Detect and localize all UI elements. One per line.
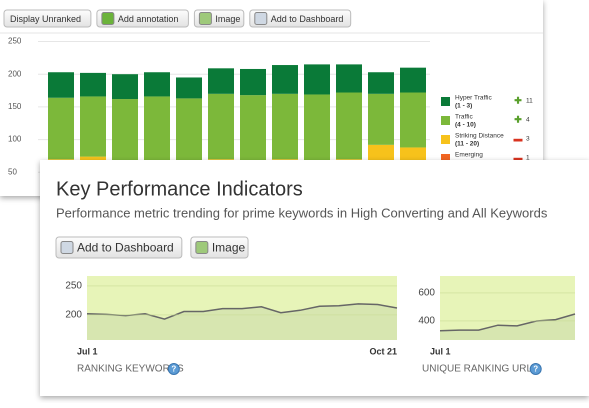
legend-range: (11 - 20) — [455, 141, 479, 148]
y-tick-label: 50 — [8, 167, 17, 176]
button[interactable]: Display Unranked — [3, 9, 92, 28]
bar-segment — [208, 93, 234, 160]
legend-swatch — [441, 116, 450, 125]
bar-segment — [48, 72, 74, 98]
y-tick-label: 250 — [65, 281, 82, 292]
y-tick-label: 600 — [418, 288, 435, 299]
x-tick-label: Jul 1 — [430, 346, 451, 356]
panel-subtitle: Performance metric trending for prime ke… — [56, 205, 548, 220]
bar-segment — [240, 68, 266, 96]
bar-segment — [336, 64, 362, 93]
button[interactable]: Add to Dashboard — [55, 236, 183, 259]
legend-label: Traffic — [455, 114, 473, 121]
y-tick-label: 400 — [418, 316, 435, 327]
bar-segment — [112, 99, 138, 163]
button-label: Add annotation — [118, 14, 179, 24]
bar-segment — [368, 72, 394, 94]
area — [87, 303, 397, 340]
bar-segment — [80, 96, 106, 157]
bar-segment — [304, 64, 330, 95]
line — [86, 303, 398, 320]
button-bg — [3, 9, 92, 28]
bar-segment — [80, 72, 106, 97]
bar-segment — [400, 67, 426, 93]
legend-swatch — [441, 97, 450, 106]
help-icon[interactable] — [167, 363, 180, 375]
bar-segment — [336, 92, 362, 160]
line — [439, 313, 576, 332]
legend-label: Hyper Traffic — [455, 95, 492, 102]
button-label: Add to Dashboard — [271, 14, 344, 24]
bar-segment — [48, 97, 74, 160]
bar-segment — [368, 93, 394, 145]
button-label: Display Unranked — [10, 14, 81, 24]
button[interactable]: Image — [193, 9, 245, 28]
legend-range: (1 - 3) — [455, 103, 472, 110]
y-tick-label: 200 — [8, 69, 22, 78]
bar-segment — [144, 96, 170, 164]
y-tick-label: 200 — [65, 310, 82, 321]
x-tick-label: Jul 1 — [77, 346, 98, 356]
button-label: Image — [212, 241, 246, 255]
button-label: Add to Dashboard — [77, 241, 174, 255]
help-icon-mark: ? — [171, 365, 176, 374]
bar-segment — [208, 68, 234, 94]
button[interactable]: Add to Dashboard — [249, 9, 352, 28]
legend-label: Striking Distance — [455, 133, 504, 140]
legend-change-icon: ▬ — [514, 152, 523, 162]
help-icon[interactable] — [529, 363, 542, 375]
button-icon — [101, 12, 115, 25]
legend-range: (4 - 10) — [455, 122, 476, 129]
area — [440, 314, 575, 340]
legend-label: Emerging — [455, 152, 483, 159]
x-tick-label: Oct 21 — [369, 346, 397, 356]
button-bg — [249, 9, 352, 28]
kpi-panel: Key Performance Indicators Performance m… — [40, 160, 589, 396]
bar-segment — [400, 92, 426, 148]
bar-segment — [240, 95, 266, 161]
button-icon — [254, 12, 268, 25]
legend-change: 4 — [526, 117, 530, 124]
bar-segment — [176, 98, 202, 166]
legend-change-icon: ✚ — [514, 95, 522, 105]
bar-segment — [304, 94, 330, 161]
button-icon — [60, 241, 74, 254]
bar-segment — [272, 65, 298, 94]
button[interactable]: Add annotation — [96, 9, 189, 28]
bar-segment — [112, 74, 138, 100]
button-bg — [96, 9, 189, 28]
chart-label: RANKING KEYWORDS — [77, 364, 184, 375]
help-icon-mark: ? — [533, 365, 538, 374]
legend-change-icon: ▬ — [514, 133, 523, 143]
button-bg — [55, 236, 183, 259]
legend-change: 1 — [526, 155, 530, 162]
bar-segment — [144, 72, 170, 97]
legend-swatch — [441, 135, 450, 144]
bar-segment — [272, 93, 298, 160]
chart-label: UNIQUE RANKING URLS — [422, 364, 539, 375]
bar-segment — [176, 77, 202, 99]
y-tick-label: 100 — [8, 135, 22, 144]
button-label: Image — [215, 14, 240, 24]
legend-swatch — [441, 154, 450, 163]
y-tick-label: 150 — [8, 102, 22, 111]
y-tick-label: 250 — [8, 37, 22, 46]
legend-change-icon: ✚ — [514, 114, 522, 124]
button-icon — [198, 12, 212, 25]
legend-change: 3 — [526, 136, 530, 143]
button-icon — [195, 241, 209, 254]
legend-change: 11 — [526, 98, 533, 105]
panel-title: Key Performance Indicators — [56, 178, 303, 200]
button[interactable]: Image — [190, 236, 249, 259]
